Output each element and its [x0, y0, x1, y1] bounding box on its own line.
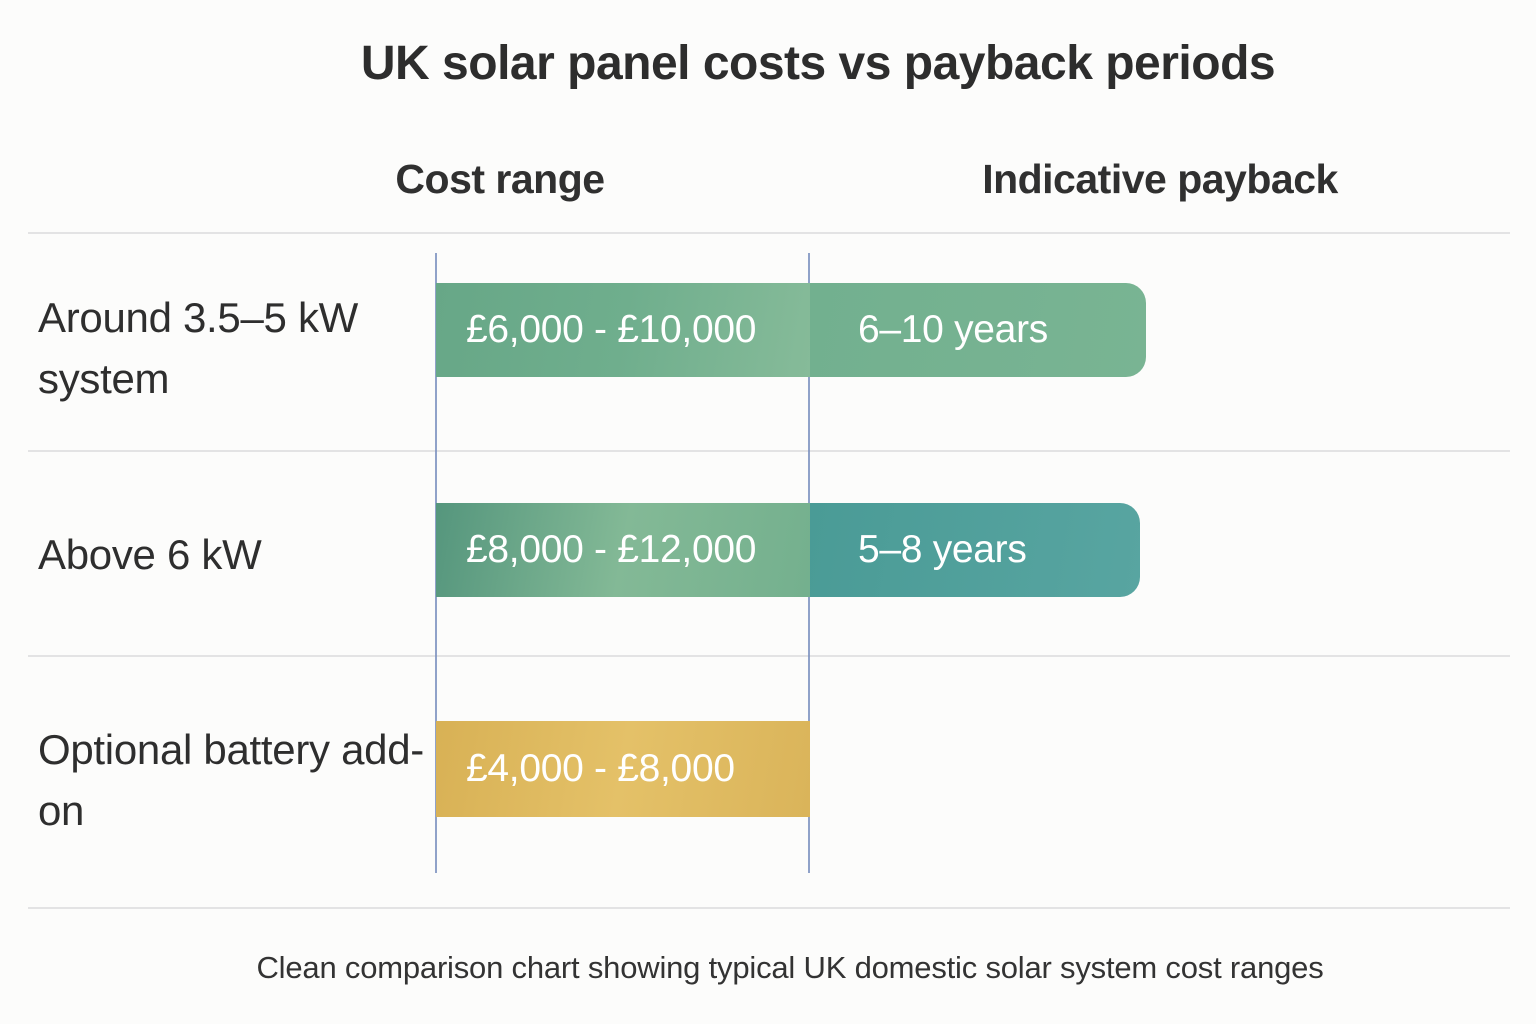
divider-row-1 [28, 450, 1510, 452]
divider-row-2 [28, 655, 1510, 657]
payback-bar-row-1: 6–10 years [810, 283, 1146, 377]
cost-value-row-2: £8,000 - £12,000 [466, 528, 757, 571]
divider-footer [28, 907, 1510, 909]
column-header-cost-range: Cost range [395, 156, 605, 202]
cost-bar-row-1: £6,000 - £10,000 [436, 283, 810, 377]
row-label-above-6kw: Above 6 kW [38, 531, 262, 578]
cost-bar-row-2: £8,000 - £12,000 [436, 503, 810, 597]
row-label-around-3-5-5kw: Around 3.5–5 kW system [38, 294, 359, 402]
cost-value-row-1: £6,000 - £10,000 [466, 308, 757, 351]
divider-header [28, 232, 1510, 234]
page-title: UK solar panel costs vs payback periods [360, 37, 1276, 90]
row-label-optional-battery: Optional battery add-on [38, 726, 424, 834]
cost-bar-row-3: £4,000 - £8,000 [436, 721, 810, 817]
payback-value-row-2: 5–8 years [858, 528, 1027, 571]
cost-value-row-3: £4,000 - £8,000 [466, 747, 735, 790]
payback-bar-row-2: 5–8 years [810, 503, 1140, 597]
column-header-indicative-payback: Indicative payback [982, 156, 1338, 202]
chart-caption: Clean comparison chart showing typical U… [256, 950, 1324, 985]
payback-value-row-1: 6–10 years [858, 308, 1048, 351]
